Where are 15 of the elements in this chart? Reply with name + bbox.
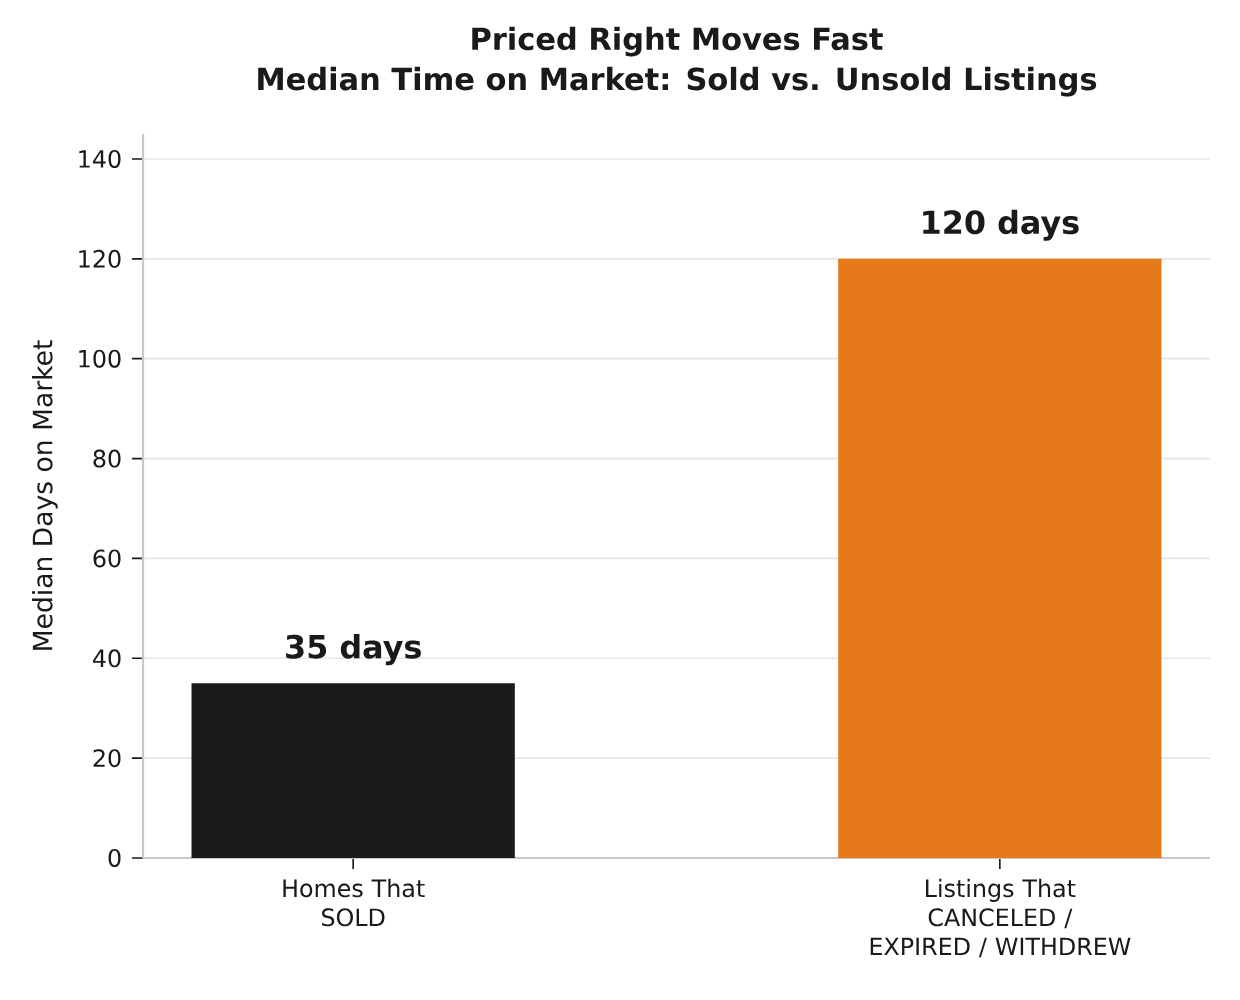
y-tick-label: 0 [108, 849, 121, 868]
y-tick-label: 60 [93, 549, 121, 568]
data-label: 120 days [923, 209, 1079, 241]
y-tick-label: 20 [93, 749, 121, 768]
y-tick-label: 100 [79, 349, 121, 368]
data-label: 35 days [286, 634, 421, 666]
y-tick-label: 140 [79, 149, 121, 168]
y-axis-title: Median Days on Market [32, 340, 58, 650]
y-tick-label: 40 [93, 649, 121, 668]
x-tick-label: Homes That SOLD [283, 878, 425, 927]
chart-subtitle: Median Time on Market: Sold vs. Unsold Listings [258, 66, 1097, 97]
chart-title: Priced Right Moves Fast [472, 26, 883, 57]
y-tick-label: 120 [79, 249, 121, 268]
x-tick-label: Listings That CANCELED / EXPIRED / WITHDREW [870, 878, 1131, 958]
y-tick-label: 80 [93, 449, 121, 468]
